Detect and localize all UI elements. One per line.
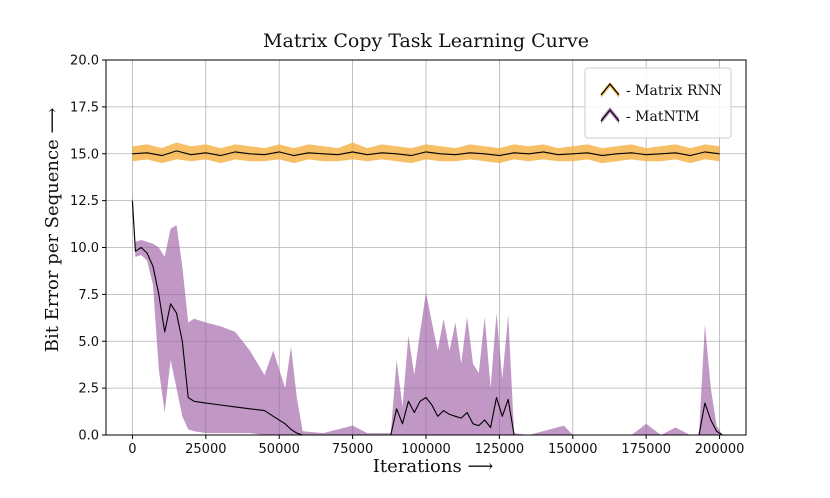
legend-item-matrix-rnn: - Matrix RNN <box>600 82 722 99</box>
chart-title: Matrix Copy Task Learning Curve <box>263 30 589 52</box>
legend-label-matrix-rnn: - Matrix RNN <box>626 83 722 99</box>
y-axis-ticks: 0.0 2.5 5.0 7.5 10.0 12.5 15.0 17.5 20.0 <box>70 54 106 444</box>
confidence-bands <box>132 142 723 435</box>
x-tick-label: 150000 <box>548 442 598 457</box>
y-tick-label: 10.0 <box>70 241 99 256</box>
x-tick-label: 0 <box>128 442 136 457</box>
legend-label-matntm: - MatNTM <box>626 109 699 125</box>
y-tick-label: 0.0 <box>78 429 99 444</box>
line-matrix-rnn <box>132 150 720 157</box>
y-tick-label: 12.5 <box>70 194 99 209</box>
y-tick-label: 7.5 <box>78 288 99 303</box>
x-tick-label: 200000 <box>695 442 745 457</box>
x-tick-label: 25000 <box>185 442 226 457</box>
y-tick-label: 5.0 <box>78 335 99 350</box>
y-tick-label: 20.0 <box>70 54 99 69</box>
y-axis-label: Bit Error per Sequence ⟶ <box>42 108 63 353</box>
legend-line-matntm <box>600 108 620 122</box>
x-tick-label: 50000 <box>259 442 300 457</box>
band-matrix-rnn <box>132 142 720 164</box>
x-tick-label: 75000 <box>332 442 373 457</box>
x-axis-ticks: 0 25000 50000 75000 100000 125000 150000 175000… <box>128 435 744 457</box>
y-tick-label: 17.5 <box>70 100 99 115</box>
legend: - Matrix RNN - MatNTM <box>584 67 732 139</box>
x-axis-label: Iterations ⟶ <box>373 456 494 477</box>
x-tick-label: 100000 <box>401 442 451 457</box>
legend-box <box>584 67 732 139</box>
legend-line-matrix-rnn <box>600 82 620 96</box>
band-matntm <box>132 191 723 435</box>
x-tick-label: 175000 <box>621 442 671 457</box>
y-tick-label: 15.0 <box>70 147 99 162</box>
y-tick-label: 2.5 <box>78 382 99 397</box>
x-tick-label: 125000 <box>475 442 525 457</box>
legend-item-matntm: - MatNTM <box>600 107 699 125</box>
